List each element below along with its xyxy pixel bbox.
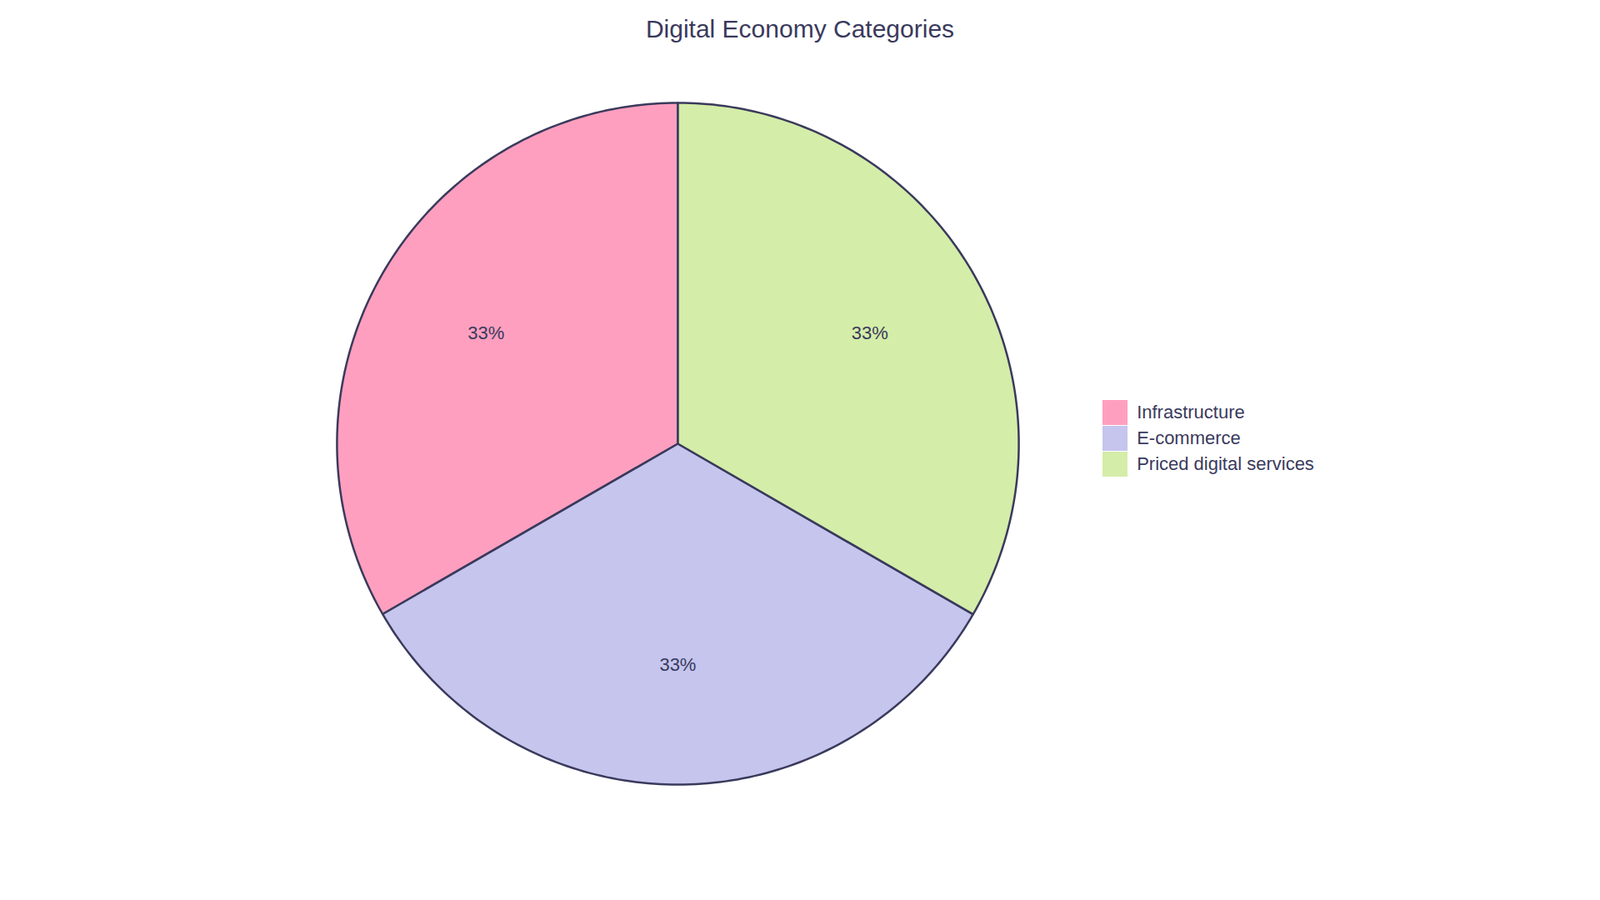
svg-text:33%: 33% (851, 322, 889, 344)
html-text:Priced digital services: Priced digital services (1136, 453, 1315, 475)
html-text:E-commerce: E-commerce (1136, 427, 1241, 449)
html-text:Infrastructure: Infrastructure (1136, 401, 1245, 423)
svg-text:33%: 33% (467, 322, 505, 344)
svg-text:33%: 33% (660, 654, 697, 675)
html-text:Digital Economy Categories: Digital Economy Categories (645, 15, 955, 43)
